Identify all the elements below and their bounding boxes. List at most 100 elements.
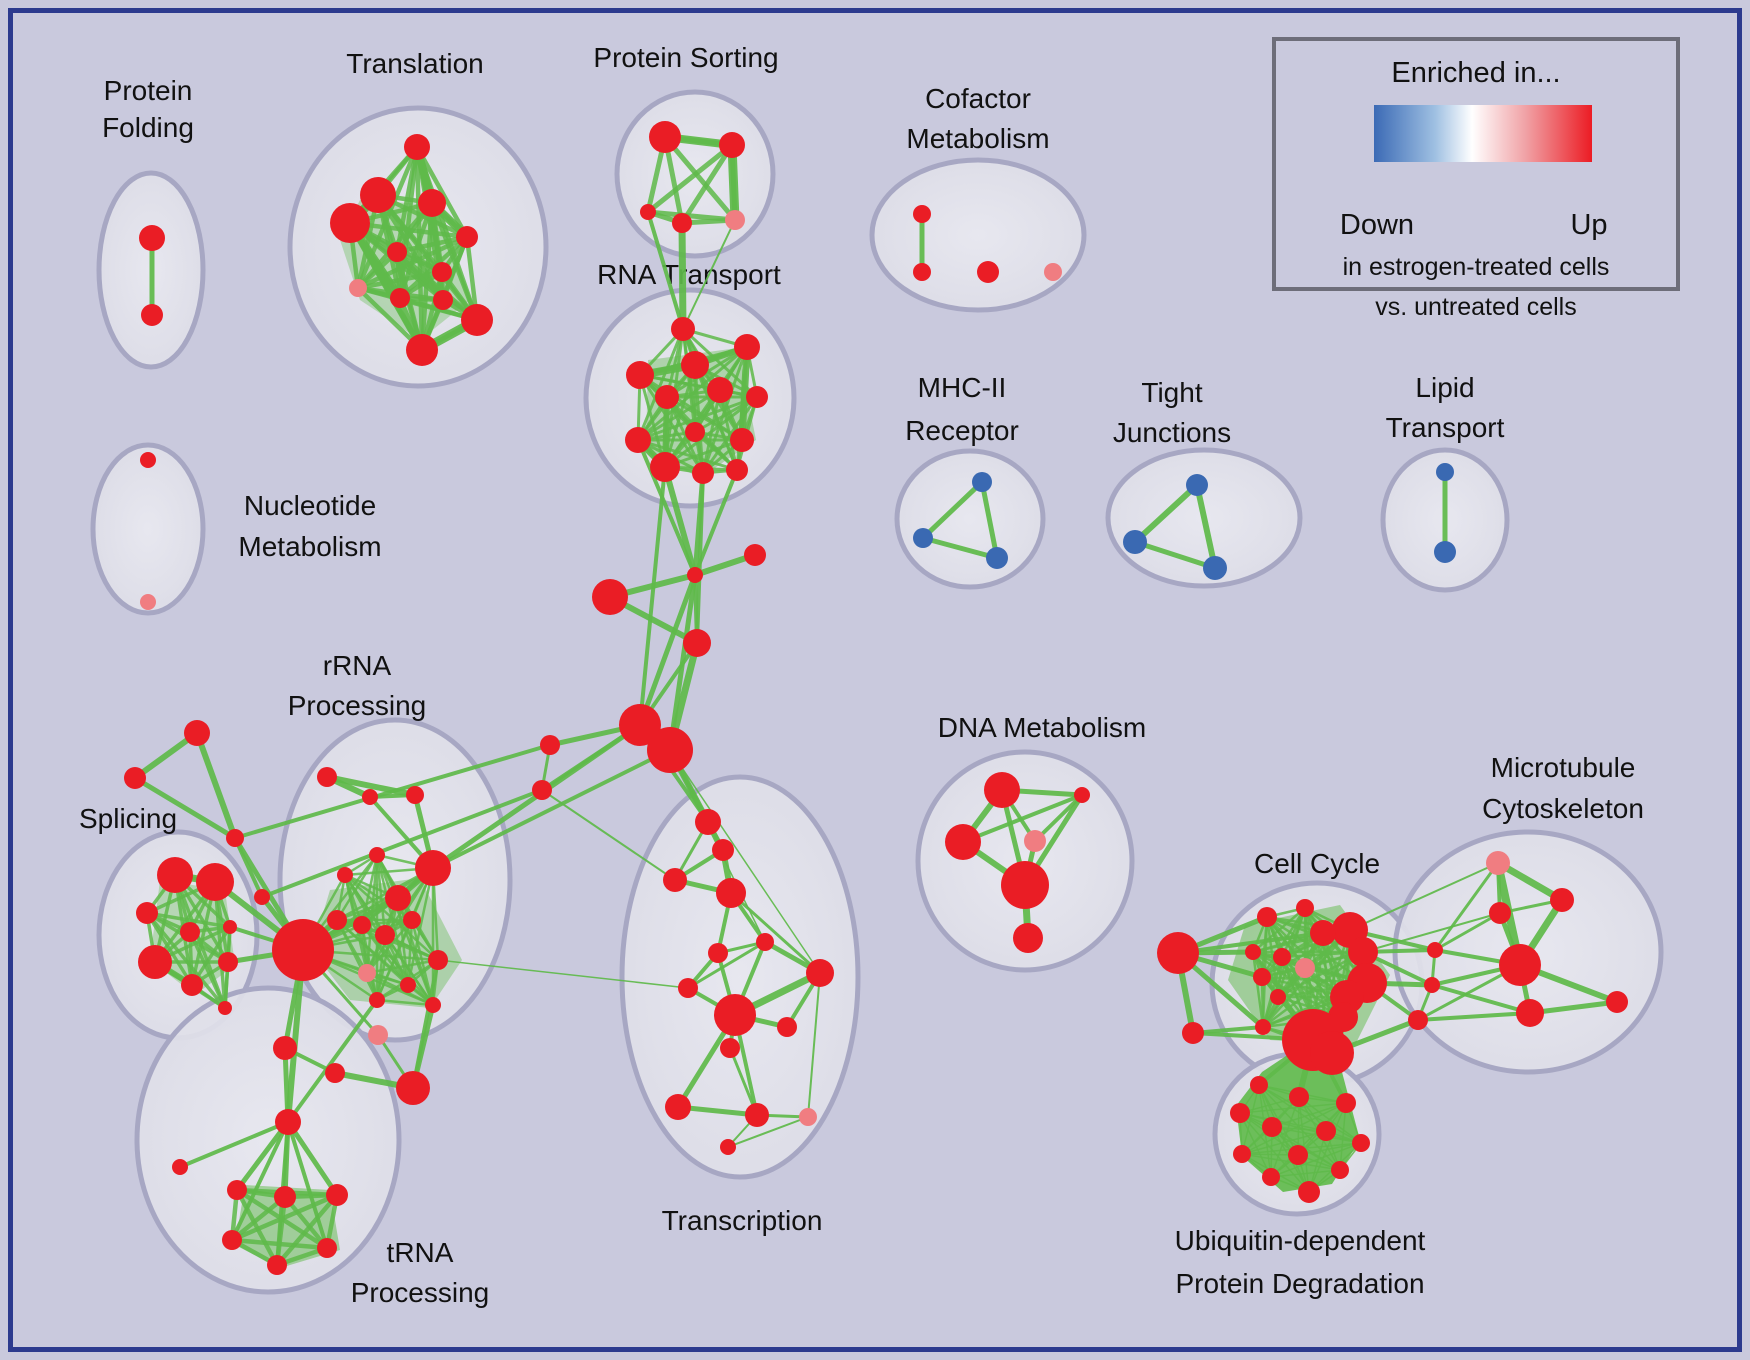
node-rt9[interactable]: [685, 422, 705, 442]
node-rr12[interactable]: [428, 950, 448, 970]
node-cc9[interactable]: [1310, 920, 1336, 946]
node-tr11[interactable]: [461, 304, 493, 336]
node-rt8[interactable]: [625, 427, 651, 453]
node-cc7[interactable]: [1255, 1019, 1271, 1035]
node-tx8[interactable]: [678, 978, 698, 998]
node-sp9[interactable]: [218, 1001, 232, 1015]
node-rr16[interactable]: [425, 997, 441, 1013]
node-tn0[interactable]: [275, 1109, 301, 1135]
node-cf2[interactable]: [913, 263, 931, 281]
node-tx10[interactable]: [720, 1038, 740, 1058]
node-txH[interactable]: [714, 994, 756, 1036]
node-ub8[interactable]: [1233, 1145, 1251, 1163]
node-rt4[interactable]: [734, 334, 760, 360]
node-ub9[interactable]: [1288, 1145, 1308, 1165]
node-rr9[interactable]: [353, 916, 371, 934]
node-cf4[interactable]: [1044, 263, 1062, 281]
node-cc6[interactable]: [1270, 989, 1286, 1005]
node-ub6[interactable]: [1316, 1121, 1336, 1141]
node-sp3[interactable]: [136, 902, 158, 924]
node-ub10[interactable]: [1331, 1161, 1349, 1179]
node-tn6[interactable]: [267, 1255, 287, 1275]
node-rt7[interactable]: [746, 386, 768, 408]
node-dm4[interactable]: [1024, 830, 1046, 852]
node-rr5[interactable]: [337, 867, 353, 883]
node-ch1[interactable]: [687, 567, 703, 583]
node-ccL2[interactable]: [1182, 1022, 1204, 1044]
node-cc10[interactable]: [1348, 937, 1378, 967]
node-tr7[interactable]: [432, 262, 452, 282]
node-sp6[interactable]: [138, 945, 172, 979]
node-sp8[interactable]: [218, 952, 238, 972]
node-lt1[interactable]: [1436, 463, 1454, 481]
node-tr3[interactable]: [418, 189, 446, 217]
node-rr4[interactable]: [369, 847, 385, 863]
node-cf1[interactable]: [913, 205, 931, 223]
node-rt1[interactable]: [671, 317, 695, 341]
node-rt11[interactable]: [650, 452, 680, 482]
node-nm1[interactable]: [140, 452, 156, 468]
node-st3[interactable]: [226, 829, 244, 847]
node-tx2[interactable]: [712, 839, 734, 861]
node-st2[interactable]: [124, 767, 146, 789]
node-tx14[interactable]: [720, 1139, 736, 1155]
node-cc5[interactable]: [1253, 968, 1271, 986]
node-tj2[interactable]: [1123, 530, 1147, 554]
node-st1[interactable]: [184, 720, 210, 746]
node-ch7[interactable]: [540, 735, 560, 755]
node-tr8[interactable]: [349, 279, 367, 297]
node-tx7[interactable]: [806, 959, 834, 987]
node-ub3[interactable]: [1336, 1093, 1356, 1113]
node-nm2[interactable]: [140, 594, 156, 610]
node-dm3[interactable]: [945, 824, 981, 860]
node-rr14[interactable]: [400, 977, 416, 993]
node-cc2[interactable]: [1296, 899, 1314, 917]
node-tr6[interactable]: [387, 242, 407, 262]
node-tnL[interactable]: [172, 1159, 188, 1175]
node-dm1[interactable]: [984, 772, 1020, 808]
node-tr10[interactable]: [433, 290, 453, 310]
node-cc3[interactable]: [1245, 944, 1261, 960]
node-mtC2[interactable]: [1424, 977, 1440, 993]
node-tn4[interactable]: [222, 1230, 242, 1250]
node-rr10[interactable]: [375, 925, 395, 945]
node-sp5[interactable]: [223, 920, 237, 934]
node-mh2[interactable]: [913, 528, 933, 548]
node-rr7[interactable]: [385, 885, 411, 911]
node-rr6[interactable]: [415, 850, 451, 886]
node-ch6[interactable]: [647, 727, 693, 773]
node-mt1[interactable]: [1550, 888, 1574, 912]
node-sp7[interactable]: [181, 974, 203, 996]
node-sp1[interactable]: [157, 857, 193, 893]
node-cf3[interactable]: [977, 261, 999, 283]
node-cc4[interactable]: [1273, 948, 1291, 966]
node-rt5[interactable]: [707, 377, 733, 403]
node-mtC1[interactable]: [1427, 942, 1443, 958]
node-rrH[interactable]: [272, 919, 334, 981]
node-ps1[interactable]: [649, 121, 681, 153]
node-rt13[interactable]: [726, 459, 748, 481]
node-ub2[interactable]: [1289, 1087, 1309, 1107]
node-tx5[interactable]: [756, 933, 774, 951]
node-rr1[interactable]: [317, 767, 337, 787]
node-tr12[interactable]: [406, 334, 438, 366]
node-ub11[interactable]: [1262, 1168, 1280, 1186]
node-tr1[interactable]: [404, 134, 430, 160]
node-tx6[interactable]: [708, 943, 728, 963]
node-ch2[interactable]: [744, 544, 766, 566]
node-dm5[interactable]: [1001, 861, 1049, 909]
node-sp2[interactable]: [196, 863, 234, 901]
node-sp4[interactable]: [180, 922, 200, 942]
node-rt2[interactable]: [626, 361, 654, 389]
node-ch8[interactable]: [532, 780, 552, 800]
node-ccH2[interactable]: [1310, 1031, 1354, 1075]
node-tx13[interactable]: [799, 1108, 817, 1126]
node-rr13[interactable]: [358, 964, 376, 982]
node-mh3[interactable]: [986, 547, 1008, 569]
node-mt2[interactable]: [1489, 902, 1511, 924]
node-tx12[interactable]: [745, 1103, 769, 1127]
node-rr8[interactable]: [327, 910, 347, 930]
node-dm2[interactable]: [1074, 787, 1090, 803]
node-ps5[interactable]: [725, 210, 745, 230]
node-tx1[interactable]: [695, 809, 721, 835]
